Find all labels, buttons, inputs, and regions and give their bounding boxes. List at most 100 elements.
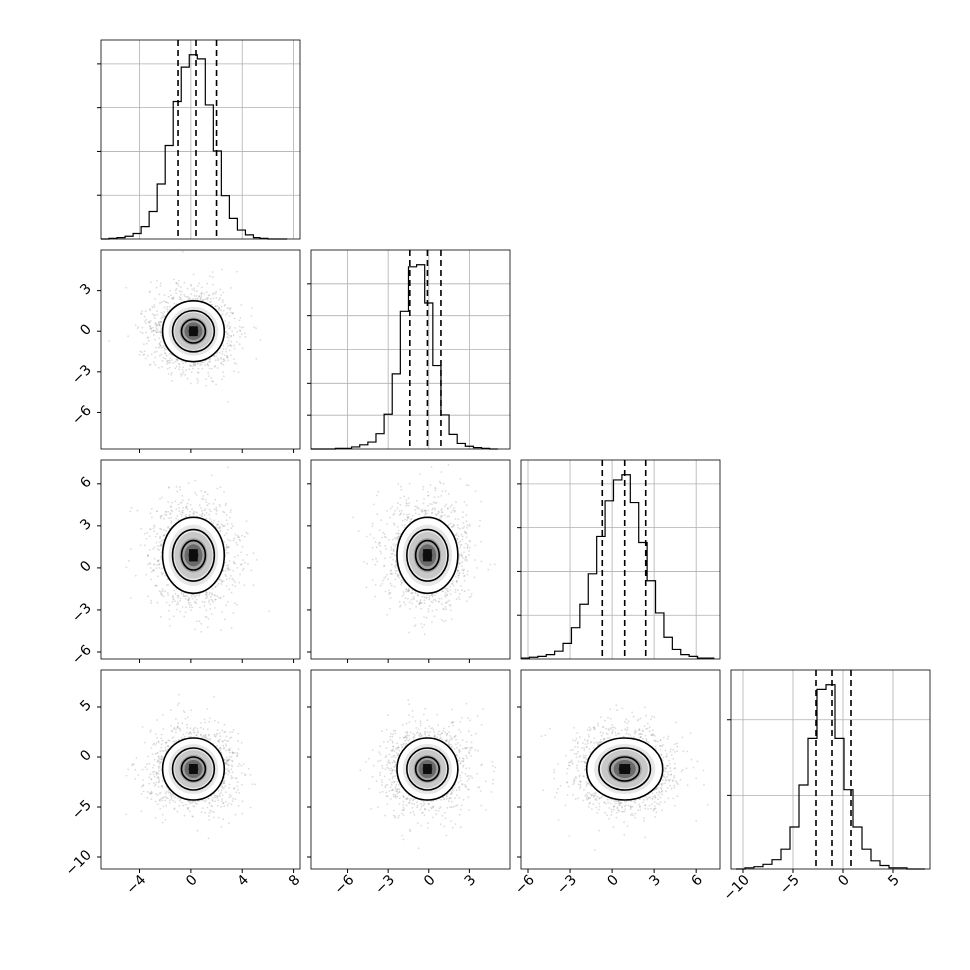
scatter-point xyxy=(393,554,396,557)
scatter-point xyxy=(216,524,218,526)
scatter-point xyxy=(429,503,431,505)
scatter-point xyxy=(230,334,233,337)
scatter-point xyxy=(456,524,459,526)
scatter-point xyxy=(155,584,158,587)
scatter-point xyxy=(189,510,191,513)
scatter-point xyxy=(466,573,469,576)
scatter-point xyxy=(205,616,208,618)
scatter-point xyxy=(170,371,173,374)
scatter-point xyxy=(144,310,147,313)
hist-frame-0 xyxy=(100,39,301,240)
scatter-point xyxy=(250,315,253,318)
scatter-point xyxy=(423,599,426,602)
scatter-point xyxy=(464,530,466,533)
scatter-point xyxy=(468,554,470,556)
scatter-point xyxy=(448,523,450,526)
scatter-point xyxy=(453,510,456,513)
scatter-point xyxy=(214,365,217,368)
scatter-point xyxy=(240,764,243,767)
scatter-point xyxy=(196,378,198,380)
scatter-point xyxy=(224,504,227,507)
scatter-point xyxy=(220,583,223,585)
scatter-point xyxy=(210,613,213,615)
scatter-point xyxy=(187,599,190,602)
scatter-point xyxy=(161,813,164,816)
scatter-point xyxy=(166,306,169,308)
scatter-point xyxy=(190,595,193,598)
scatter-point xyxy=(466,547,469,550)
scatter-point xyxy=(216,352,219,355)
scatter-point xyxy=(456,570,459,573)
scatter-point xyxy=(402,513,405,516)
scatter-point xyxy=(389,572,392,575)
scatter-point xyxy=(226,356,229,359)
scatter-point xyxy=(220,579,223,581)
scatter-point xyxy=(210,377,213,379)
scatter-point xyxy=(160,301,163,304)
scatter-point xyxy=(391,573,393,575)
scatter-point xyxy=(445,587,448,590)
scatter-point xyxy=(218,525,221,528)
scatter-point xyxy=(223,358,225,361)
scatter-point xyxy=(468,546,471,549)
scatter-point xyxy=(413,617,416,619)
scatter-point xyxy=(387,578,389,581)
scatter-point xyxy=(459,543,462,546)
scatter-point xyxy=(208,802,211,805)
scatter-point xyxy=(408,601,411,604)
scatter-point xyxy=(180,592,183,595)
scatter-point xyxy=(384,590,387,593)
scatter-point xyxy=(165,530,167,532)
scatter-point xyxy=(233,556,236,558)
scatter-point xyxy=(154,338,156,341)
scatter-point xyxy=(456,537,459,540)
scatter-point xyxy=(420,602,423,605)
scatter-point xyxy=(201,361,203,364)
scatter-point xyxy=(458,598,461,601)
scatter-point xyxy=(149,528,152,531)
scatter-point xyxy=(229,574,232,577)
scatter-point xyxy=(184,295,186,298)
scatter-point xyxy=(224,561,227,564)
scatter-point xyxy=(378,529,381,532)
scatter-point xyxy=(218,503,221,506)
scatter-point xyxy=(229,749,231,752)
scatter-point xyxy=(201,299,204,301)
scatter-point xyxy=(143,343,145,346)
scatter-point xyxy=(148,321,151,324)
scatter-point xyxy=(200,515,203,517)
scatter-point xyxy=(205,737,208,739)
scatter-point xyxy=(226,336,229,339)
scatter-point xyxy=(148,320,151,323)
scatter-point xyxy=(206,591,209,594)
scatter-point xyxy=(417,594,419,597)
scatter-point xyxy=(141,326,144,329)
scatter-point xyxy=(246,553,248,556)
scatter-point xyxy=(184,595,187,598)
scatter-point xyxy=(218,298,220,301)
scatter-point xyxy=(160,331,162,334)
scatter-point xyxy=(227,822,230,825)
scatter-point xyxy=(147,321,150,324)
scatter-point xyxy=(390,546,393,549)
scatter-point xyxy=(177,507,180,509)
scatter-point xyxy=(458,593,461,595)
scatter-point xyxy=(225,551,228,554)
scatter-point xyxy=(192,365,195,368)
scatter-point xyxy=(208,360,211,363)
scatter-point xyxy=(202,361,205,364)
scatter-point xyxy=(227,401,229,403)
scatter-point xyxy=(238,325,241,328)
scatter-point xyxy=(160,327,163,329)
scatter-point xyxy=(209,510,212,513)
scatter-point xyxy=(428,604,431,607)
scatter-point xyxy=(394,572,397,575)
scatter-point xyxy=(197,371,200,374)
scatter-point xyxy=(216,367,219,369)
scatter-point xyxy=(190,364,192,367)
scatter-point xyxy=(465,555,468,558)
scatter-point xyxy=(206,596,208,599)
scatter-point xyxy=(226,564,228,567)
scatter-point xyxy=(427,610,430,613)
scatter-point xyxy=(163,349,166,352)
